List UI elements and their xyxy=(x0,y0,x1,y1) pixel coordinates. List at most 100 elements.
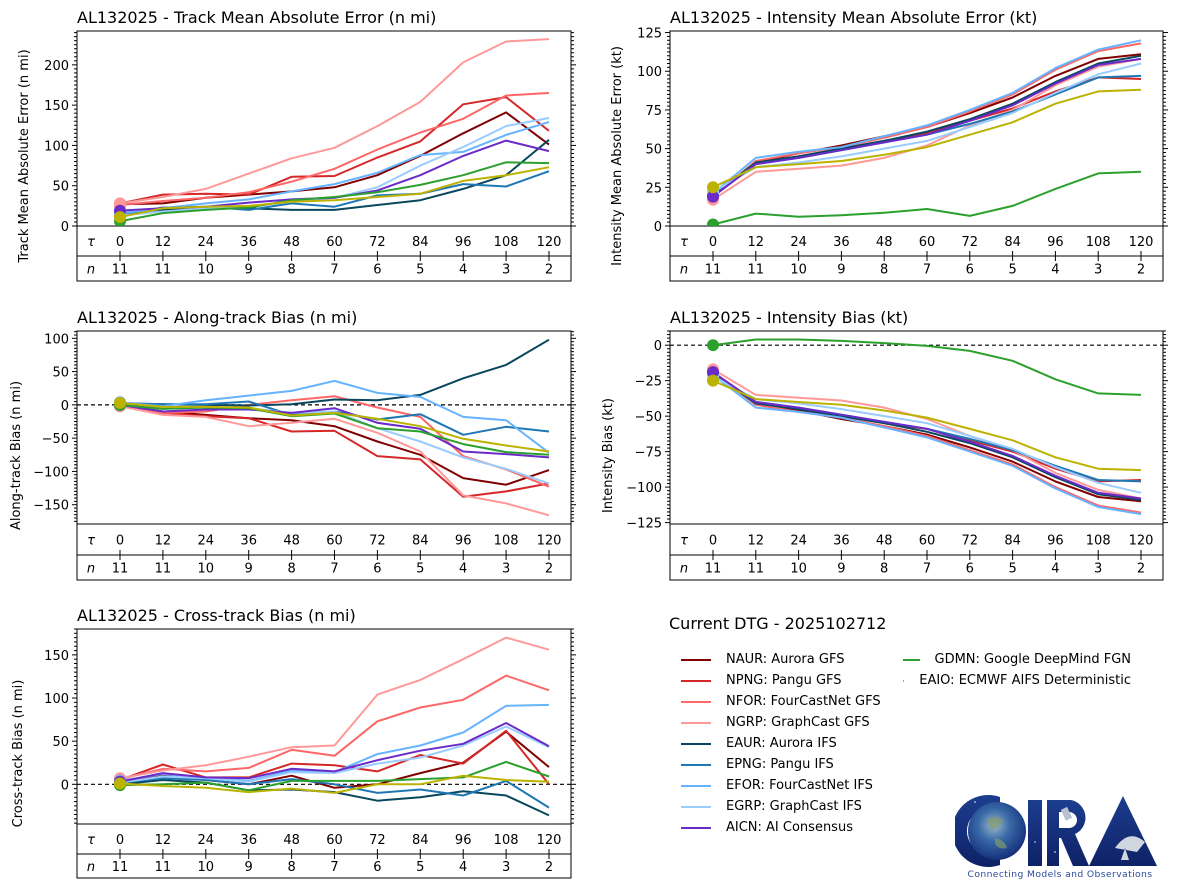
series-line-efor xyxy=(119,379,550,454)
tau-tick-label: 36 xyxy=(833,534,850,549)
series-line-aicn xyxy=(712,57,1142,198)
y-tick-label: −25 xyxy=(635,375,662,390)
y-tick-label: 50 xyxy=(52,735,69,750)
series-line-aicn xyxy=(119,403,550,459)
n-tick-label: 11 xyxy=(112,860,129,875)
n-label: n xyxy=(87,860,95,875)
n-tick-label: 9 xyxy=(837,263,845,278)
tau-tick-label: 24 xyxy=(198,235,215,250)
n-tick-label: 7 xyxy=(923,263,931,278)
legend-item-ngrp: NGRP: GraphCast GFS xyxy=(669,712,891,733)
tau-tick-label: 108 xyxy=(1086,534,1111,549)
series-marker-gdmn xyxy=(707,339,719,352)
tau-tick-label: 72 xyxy=(962,235,979,250)
tau-tick-label: 120 xyxy=(537,833,562,848)
tau-label: τ xyxy=(87,235,95,250)
y-axis-label: Along-track Bias (n mi) xyxy=(9,381,24,530)
series-line-eaur xyxy=(712,54,1142,196)
tau-tick-label: 12 xyxy=(748,235,765,250)
n-tick-label: 2 xyxy=(545,562,553,577)
cira-logo: Connecting Models and Observations xyxy=(955,795,1157,880)
series-line-naur xyxy=(119,111,550,206)
tau-tick-label: 108 xyxy=(1086,235,1111,250)
tau-tick-label: 12 xyxy=(748,534,765,549)
series-line-eaio xyxy=(119,774,550,794)
n-tick-label: 5 xyxy=(1008,562,1016,577)
y-tick-label: 0 xyxy=(61,778,69,793)
legend-item-eaur: EAUR: Aurora IFS xyxy=(669,733,891,754)
tau-tick-label: 0 xyxy=(116,833,124,848)
n-tick-label: 6 xyxy=(966,562,974,577)
tau-tick-label: 108 xyxy=(494,833,519,848)
plot-frame xyxy=(76,30,572,282)
tau-tick-label: 108 xyxy=(494,235,519,250)
y-tick-label: −150 xyxy=(33,499,69,514)
tau-tick-label: 60 xyxy=(919,534,936,549)
y-tick-label: −100 xyxy=(33,465,69,480)
y-tick-label: 75 xyxy=(645,104,662,119)
y-tick-label: 0 xyxy=(654,339,662,354)
n-tick-label: 4 xyxy=(459,263,467,278)
series-line-gdmn xyxy=(712,170,1142,226)
n-tick-label: 8 xyxy=(287,562,295,577)
legend-swatch xyxy=(903,679,905,682)
n-tick-label: 9 xyxy=(245,860,253,875)
series-line-nfor xyxy=(712,42,1142,198)
n-tick-label: 11 xyxy=(748,562,765,577)
series-line-npng xyxy=(712,76,1142,198)
satellite-icon xyxy=(1060,806,1073,821)
n-tick-label: 10 xyxy=(198,562,215,577)
series-line-npng xyxy=(712,371,1142,483)
legend-label: EFOR: FourCastNet IFS xyxy=(726,778,873,793)
tau-tick-label: 36 xyxy=(240,235,257,250)
series-line-gdmn xyxy=(119,760,550,792)
n-tick-label: 11 xyxy=(155,263,172,278)
tau-tick-label: 48 xyxy=(876,235,893,250)
n-tick-label: 6 xyxy=(373,860,381,875)
n-tick-label: 9 xyxy=(245,562,253,577)
y-tick-label: 150 xyxy=(44,99,69,114)
n-tick-label: 9 xyxy=(245,263,253,278)
y-tick-label: 50 xyxy=(52,180,69,195)
y-tick-label: −125 xyxy=(626,517,662,532)
y-tick-label: 100 xyxy=(44,692,69,707)
series-line-npng xyxy=(119,96,550,205)
n-tick-label: 8 xyxy=(287,860,295,875)
tau-tick-label: 84 xyxy=(1004,235,1021,250)
series-line-eaio xyxy=(119,401,550,453)
y-axis-label: Track Mean Absolute Error (n mi) xyxy=(17,49,32,263)
legend-label: AICN: AI Consensus xyxy=(726,820,853,835)
series-line-npng xyxy=(119,729,550,785)
series-line-eaur xyxy=(712,372,1142,501)
y-tick-label: 0 xyxy=(61,399,69,414)
series-marker-aicn xyxy=(707,190,719,203)
legend-label: GDMN: Google DeepMind FGN xyxy=(934,652,1132,667)
tau-tick-label: 36 xyxy=(240,833,257,848)
tau-tick-label: 96 xyxy=(455,833,472,848)
n-tick-label: 8 xyxy=(287,263,295,278)
series-group xyxy=(114,636,550,817)
n-tick-label: 3 xyxy=(502,562,510,577)
plot-frame xyxy=(76,628,572,879)
tau-tick-label: 84 xyxy=(1004,534,1021,549)
legend-swatch xyxy=(681,679,711,682)
legend-label: EGRP: GraphCast IFS xyxy=(726,799,862,814)
series-line-nfor xyxy=(712,371,1142,514)
n-tick-label: 9 xyxy=(837,562,845,577)
tau-tick-label: 72 xyxy=(369,534,386,549)
chart-title: AL132025 - Intensity Bias (kt) xyxy=(670,308,908,327)
tau-tick-label: 120 xyxy=(1129,534,1154,549)
tau-tick-label: 24 xyxy=(790,534,807,549)
legend-label: EAIO: ECMWF AIFS Deterministic xyxy=(919,673,1131,688)
legend-entries: NAUR: Aurora GFS NPNG: Pangu GFS NFOR: Fou… xyxy=(669,649,1131,838)
series-line-aicn xyxy=(712,371,1142,500)
tau-tick-label: 60 xyxy=(326,235,343,250)
n-tick-label: 4 xyxy=(459,562,467,577)
y-tick-label: 0 xyxy=(61,220,69,235)
series-line-efor xyxy=(712,39,1142,195)
dtg-title: Current DTG - 2025102712 xyxy=(669,614,887,633)
n-tick-label: 2 xyxy=(1137,263,1145,278)
series-line-egrp xyxy=(712,62,1142,193)
series-line-nfor xyxy=(119,674,550,781)
legend-item-epng: EPNG: Pangu IFS xyxy=(669,754,891,775)
